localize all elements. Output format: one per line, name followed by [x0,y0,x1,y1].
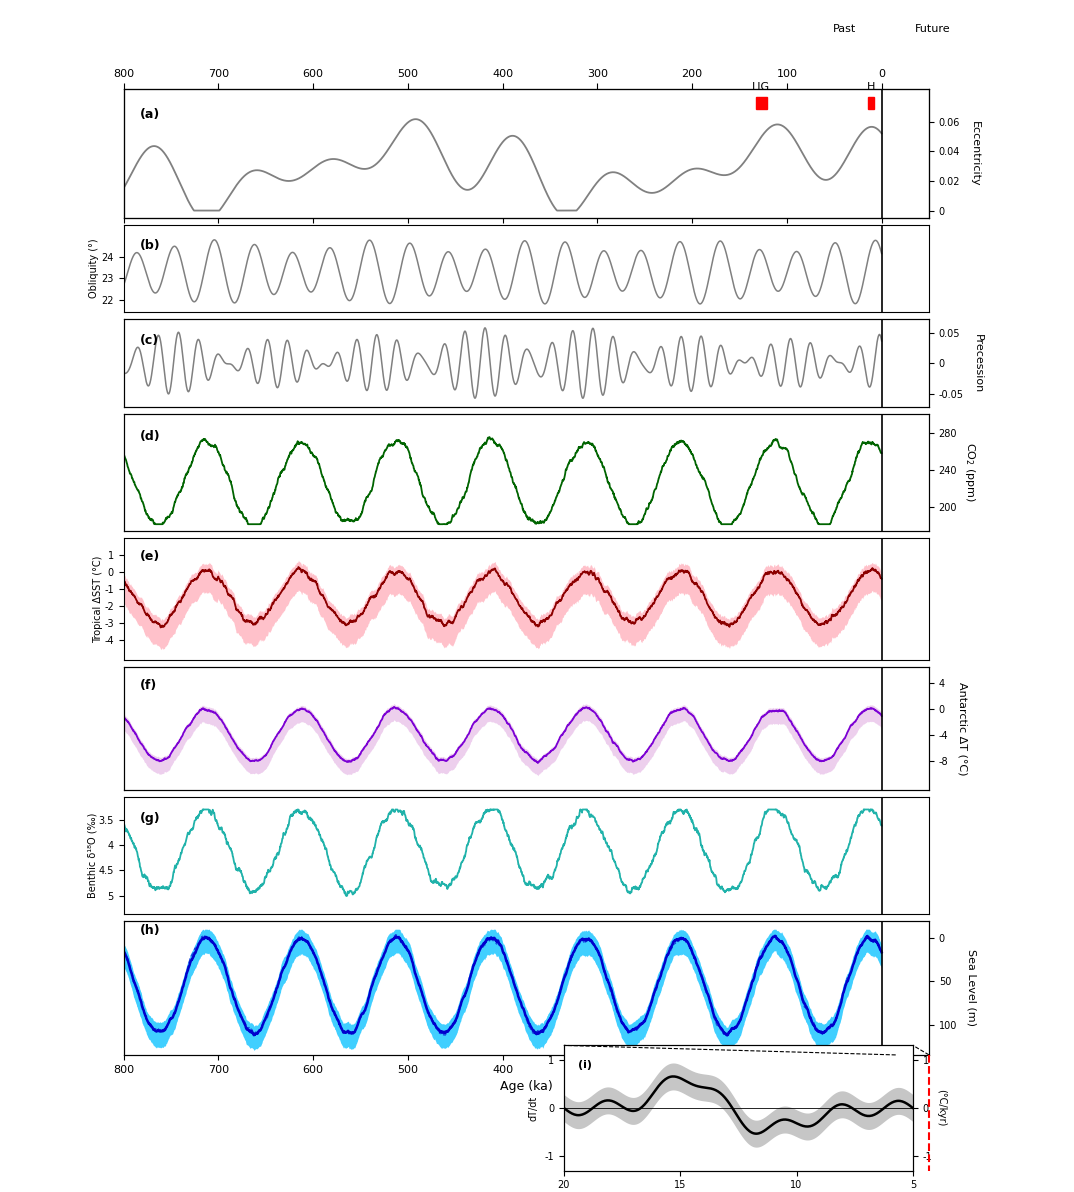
Text: H: H [867,82,875,92]
FancyBboxPatch shape [756,97,767,108]
Y-axis label: (°C/kyr): (°C/kyr) [937,1089,946,1126]
Text: (h): (h) [140,924,160,937]
Text: (a): (a) [140,107,160,120]
Text: (g): (g) [140,813,160,826]
Y-axis label: Obliquity (°): Obliquity (°) [88,238,99,298]
Y-axis label: dT/dt: dT/dt [529,1095,539,1120]
X-axis label: Age (ka): Age (ka) [499,1080,553,1093]
Y-axis label: Tropical ΔSST (°C): Tropical ΔSST (°C) [92,555,103,642]
Y-axis label: Antarctic ΔT (°C): Antarctic ΔT (°C) [958,682,968,775]
Text: (e): (e) [140,550,160,563]
Text: Future: Future [915,24,950,33]
Y-axis label: Precession: Precession [973,334,983,393]
FancyBboxPatch shape [869,97,874,108]
Y-axis label: CO$_2$ (ppm): CO$_2$ (ppm) [962,442,976,502]
Y-axis label: Eccentricity: Eccentricity [970,120,979,186]
Text: (d): (d) [140,429,160,442]
Text: (f): (f) [140,679,157,693]
Text: LIG: LIG [752,82,770,92]
Text: (i): (i) [578,1060,592,1070]
Text: (b): (b) [140,240,160,253]
Y-axis label: Benthic δ¹⁸O (‰): Benthic δ¹⁸O (‰) [87,813,97,898]
Text: (c): (c) [140,334,159,347]
Y-axis label: Sea Level (m): Sea Level (m) [967,949,976,1026]
Text: Past: Past [832,24,856,33]
